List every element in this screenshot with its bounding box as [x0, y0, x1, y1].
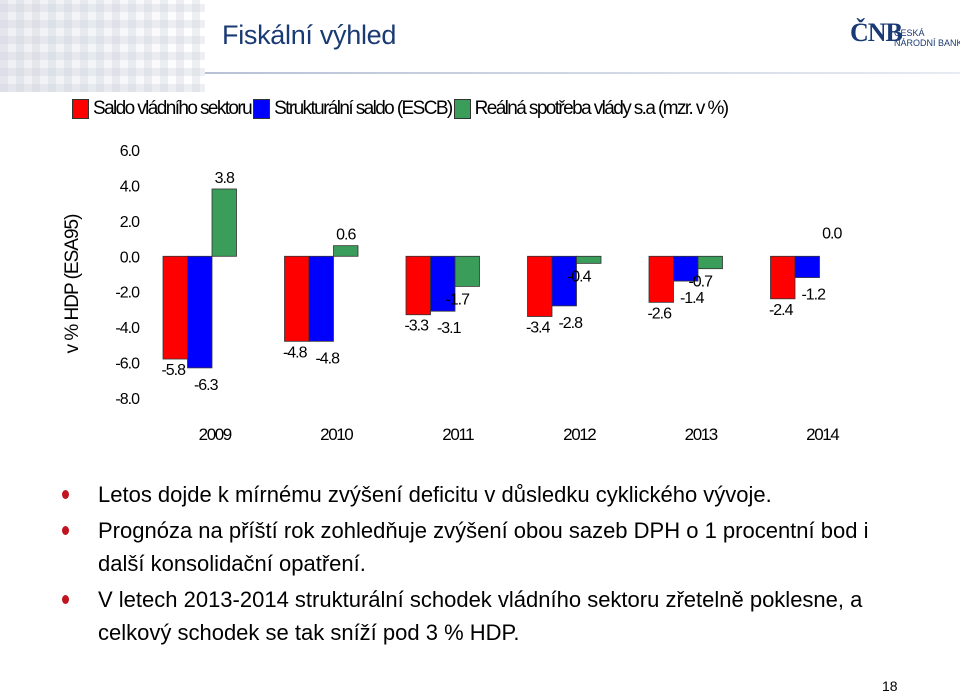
value-label-2-1: -3.1 — [437, 320, 462, 337]
value-label-1-0: -4.8 — [283, 344, 308, 361]
bar-5-0 — [770, 255, 796, 300]
logo-line-2: NÁRODNÍ BANKA — [894, 38, 960, 48]
x-tick-label: 2009 — [199, 425, 232, 444]
value-label-3-2: -0.4 — [567, 268, 592, 285]
bar-0-2 — [211, 188, 237, 257]
value-label-5-1: -1.2 — [801, 287, 826, 304]
value-label-4-1: -1.4 — [680, 290, 705, 307]
bar-4-1 — [673, 255, 699, 282]
value-label-5-2: 0.0 — [822, 225, 842, 242]
y-tick-labels: 6.0 4.0 2.0 0.0 -2.0 -4.0 -6.0 -8.0 — [115, 143, 141, 408]
x-tick-labels: 2009 2010 2011 2012 2013 2014 — [199, 425, 841, 444]
bar-1-1 — [308, 255, 334, 342]
value-label-0-1: -6.3 — [194, 377, 219, 394]
logo-line-1: ČESKÁ — [894, 28, 925, 38]
page-number: 18 — [882, 678, 898, 694]
x-tick-label: 2012 — [563, 425, 596, 444]
bar-1-2 — [333, 245, 359, 257]
legend-label-saldo: Saldo vládního sektoru — [93, 98, 253, 119]
bar-2-0 — [405, 255, 431, 316]
x-tick-label: 2014 — [806, 425, 839, 444]
value-label-5-0: -2.4 — [769, 302, 794, 319]
bar-3-1 — [551, 255, 577, 307]
slide-title: Fiskální výhled — [222, 20, 397, 50]
chart-legend: Saldo vládního sektoru Strukturální sald… — [72, 98, 729, 120]
value-label-2-0: -3.3 — [404, 318, 429, 335]
value-label-0-2: 3.8 — [215, 170, 235, 187]
bar-0-1 — [187, 255, 213, 369]
header-decoration — [0, 0, 205, 92]
value-label-1-2: 0.6 — [336, 227, 356, 244]
bullet-item: Prognóza na příští rok zohledňuje zvýšen… — [60, 514, 920, 580]
bullet-icon — [62, 595, 69, 604]
logo-mark: ČNB — [850, 18, 903, 47]
legend-swatch-consumption — [453, 99, 471, 119]
y-tick-label: 0.0 — [120, 249, 140, 266]
bullet-item: V letech 2013-2014 strukturální schodek … — [60, 583, 920, 649]
legend-item-saldo: Saldo vládního sektoru — [72, 98, 253, 120]
chart-bars — [162, 188, 820, 369]
y-tick-label: -8.0 — [115, 391, 140, 408]
logo-text: ČESKÁ NÁRODNÍ BANKA — [894, 28, 960, 48]
x-tick-label: 2010 — [320, 425, 353, 444]
value-label-2-2: -1.7 — [445, 291, 470, 308]
value-label-3-0: -3.4 — [526, 320, 551, 337]
chart-value-labels: -5.8 -4.8 -3.3 -3.4 -2.6 -2.4 -6.3 -4.8 -3.1 -2.8… — [161, 170, 843, 394]
bar-2-2 — [454, 255, 480, 287]
legend-label-consumption: Reálná spotřeba vlády s.a (mzr. v %) — [474, 98, 729, 119]
x-tick-label: 2011 — [442, 425, 474, 444]
bullet-text: Letos dojde k mírnému zvýšení deficitu v… — [98, 482, 772, 507]
bar-5-1 — [794, 255, 820, 278]
legend-swatch-saldo — [72, 99, 89, 119]
cnb-logo: ČNB ČESKÁ NÁRODNÍ BANKA — [850, 18, 960, 58]
value-label-3-1: -2.8 — [558, 315, 583, 332]
value-label-1-1: -4.8 — [315, 350, 340, 367]
bullet-list: Letos dojde k mírnému zvýšení deficitu v… — [60, 478, 920, 652]
bullet-item: Letos dojde k mírnému zvýšení deficitu v… — [60, 478, 920, 511]
x-tick-label: 2013 — [685, 425, 718, 444]
bar-0-0 — [162, 255, 188, 360]
legend-label-structural: Strukturální saldo (ESCB) — [274, 98, 453, 119]
y-tick-label: -4.0 — [115, 320, 140, 337]
value-label-4-2: -0.7 — [688, 274, 713, 291]
bullet-icon — [62, 526, 69, 535]
bar-3-2 — [576, 255, 602, 264]
y-tick-label: 4.0 — [120, 178, 140, 195]
value-label-0-0: -5.8 — [161, 362, 186, 379]
bullet-text: Prognóza na příští rok zohledňuje zvýšen… — [98, 518, 869, 576]
legend-swatch-structural — [253, 99, 271, 119]
y-tick-label: -6.0 — [115, 356, 140, 373]
value-label-4-0: -2.6 — [647, 305, 672, 322]
legend-item-structural: Strukturální saldo (ESCB) — [253, 98, 453, 120]
bar-4-0 — [648, 255, 674, 303]
y-tick-label: 6.0 — [120, 143, 140, 160]
bar-chart: -5.8 -4.8 -3.3 -3.4 -2.6 -2.4 -6.3 -4.8 -3.1 -2.8… — [115, 143, 843, 444]
bar-1-0 — [284, 255, 310, 342]
bar-3-0 — [527, 255, 553, 317]
y-tick-label: 2.0 — [120, 214, 140, 231]
legend-item-consumption: Reálná spotřeba vlády s.a (mzr. v %) — [453, 98, 729, 120]
title-divider — [205, 72, 960, 74]
bullet-text: V letech 2013-2014 strukturální schodek … — [98, 587, 863, 645]
bullet-icon — [62, 490, 69, 499]
y-tick-label: -2.0 — [115, 285, 140, 302]
bar-4-2 — [697, 255, 723, 270]
